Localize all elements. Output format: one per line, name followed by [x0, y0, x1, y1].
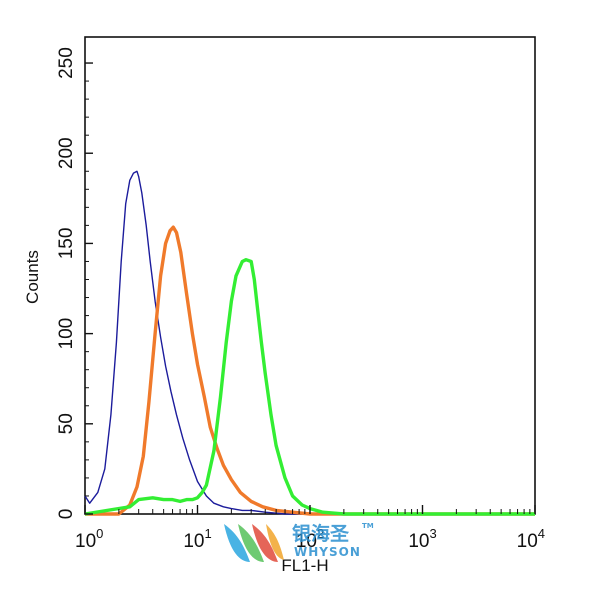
x-tick-label: 103 [408, 526, 436, 552]
histogram-series-line [85, 225, 535, 516]
watermark-brand-cn: 银海圣 [292, 522, 350, 545]
watermark-trademark: TM [362, 522, 374, 530]
y-tick-label: 150 [56, 228, 77, 260]
y-tick-label: 50 [56, 413, 77, 434]
y-tick-label: 100 [56, 318, 77, 350]
y-tick-label: 250 [56, 47, 77, 79]
histogram-series [84, 170, 535, 516]
watermark-brand-en: WHYSON [294, 545, 361, 559]
x-tick-label: 101 [183, 526, 211, 552]
y-tick-label: 200 [56, 137, 77, 169]
watermark-logo-icon [224, 524, 284, 562]
y-tick-label: 0 [56, 509, 77, 520]
axes: 0 50 100 150 200 250 100 101 102 103 104 [56, 47, 545, 552]
watermark: 银海圣 WHYSON TM [224, 522, 374, 562]
x-tick-label: 104 [517, 526, 545, 552]
x-tick-label: 102 [296, 526, 324, 552]
x-axis-label: FL1-H [281, 556, 328, 575]
x-tick-label: 100 [75, 526, 103, 552]
y-axis-label: Counts [23, 250, 42, 304]
histogram-series-line [84, 170, 535, 515]
histogram-series-line [84, 258, 535, 516]
